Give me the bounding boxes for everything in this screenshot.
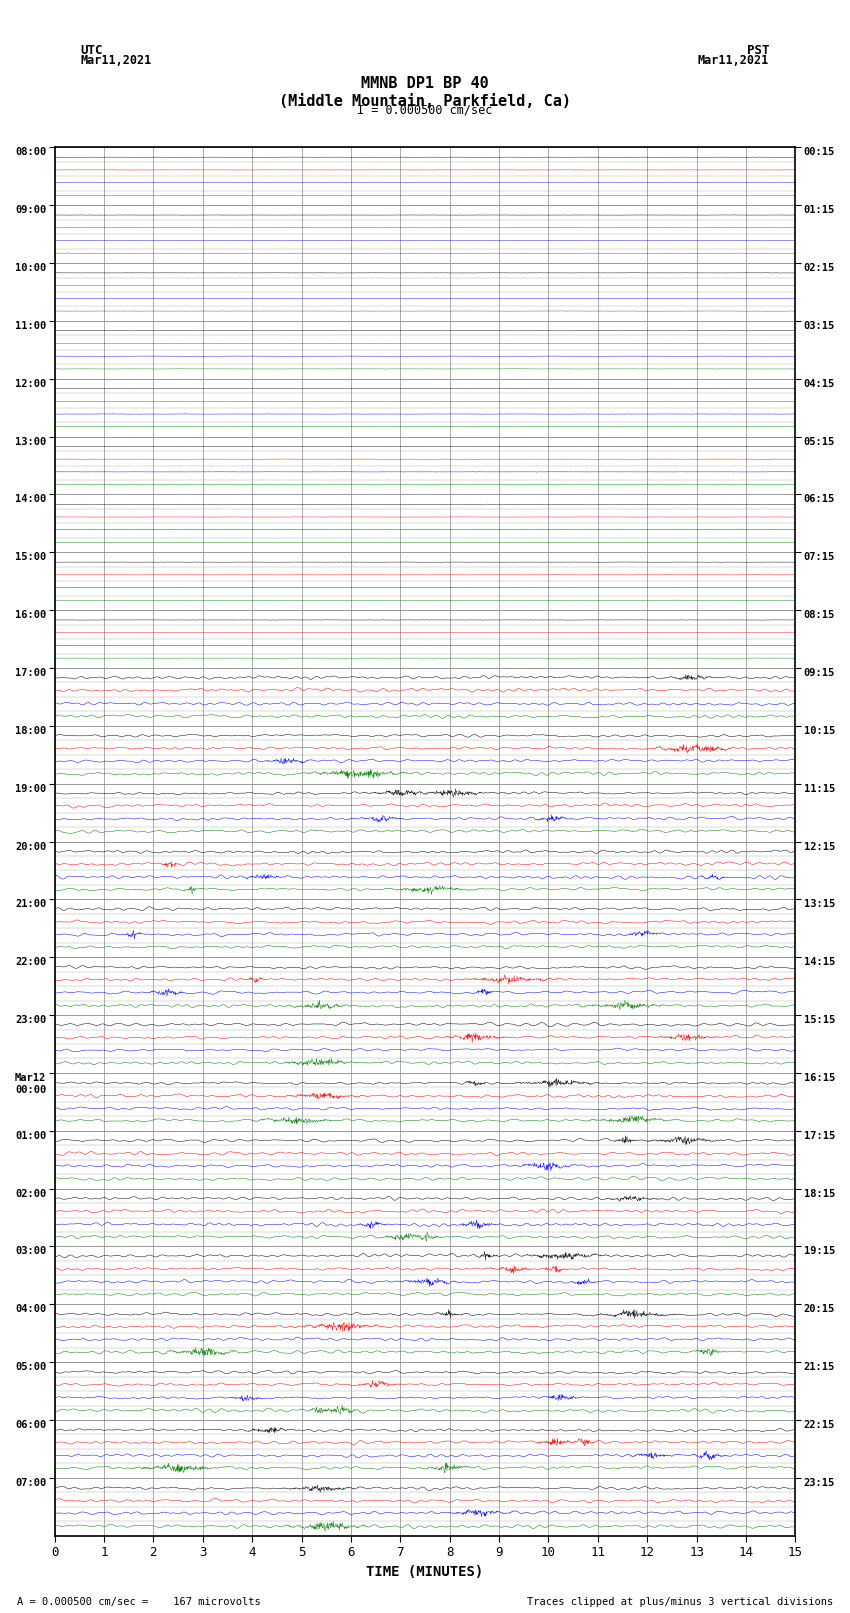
- Text: Traces clipped at plus/minus 3 vertical divisions: Traces clipped at plus/minus 3 vertical …: [527, 1597, 833, 1607]
- Text: Mar11,2021: Mar11,2021: [698, 53, 769, 66]
- X-axis label: TIME (MINUTES): TIME (MINUTES): [366, 1565, 484, 1579]
- Title: MMNB DP1 BP 40
(Middle Mountain, Parkfield, Ca): MMNB DP1 BP 40 (Middle Mountain, Parkfie…: [279, 76, 571, 108]
- Text: I = 0.000500 cm/sec: I = 0.000500 cm/sec: [357, 103, 493, 116]
- Text: UTC: UTC: [81, 44, 103, 56]
- Text: Mar11,2021: Mar11,2021: [81, 53, 152, 66]
- Text: PST: PST: [747, 44, 769, 56]
- Text: A = 0.000500 cm/sec =    167 microvolts: A = 0.000500 cm/sec = 167 microvolts: [17, 1597, 261, 1607]
